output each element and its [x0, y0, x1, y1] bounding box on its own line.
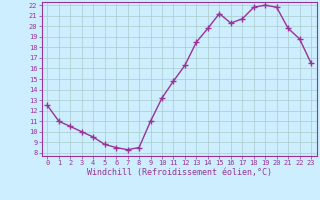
- X-axis label: Windchill (Refroidissement éolien,°C): Windchill (Refroidissement éolien,°C): [87, 168, 272, 177]
